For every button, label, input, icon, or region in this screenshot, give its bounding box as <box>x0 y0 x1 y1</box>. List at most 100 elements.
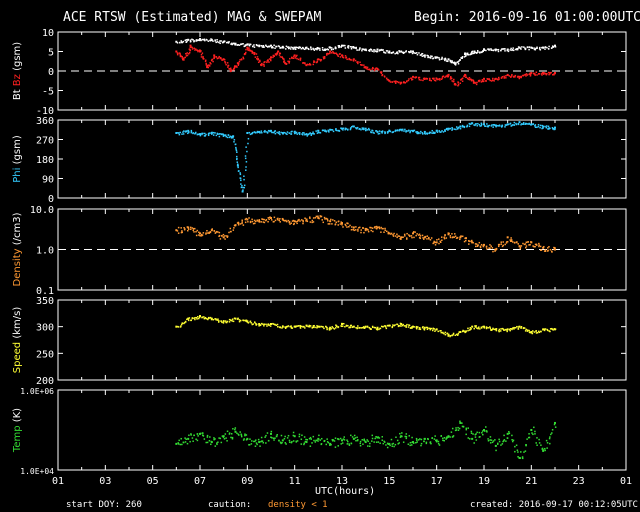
data-point-speed <box>500 328 502 330</box>
data-point-density <box>208 232 210 234</box>
data-point-mag <box>533 48 536 51</box>
data-point-temp <box>446 436 448 438</box>
data-point-mag <box>181 55 183 58</box>
data-point-mag <box>488 48 490 50</box>
data-point-temp <box>353 434 356 437</box>
data-point-density <box>483 243 485 246</box>
data-point-phi <box>175 132 178 134</box>
data-point-temp <box>232 428 234 430</box>
data-point-mag <box>526 74 529 76</box>
data-point-speed <box>224 320 227 322</box>
data-point-mag <box>207 66 209 69</box>
data-point-phi <box>490 125 493 127</box>
data-point-mag <box>490 80 493 82</box>
data-point-density <box>354 229 357 231</box>
data-point-mag <box>433 79 436 82</box>
data-point-speed <box>452 332 455 335</box>
data-point-mag <box>473 50 476 53</box>
data-point-temp <box>542 449 545 452</box>
data-point-mag <box>227 64 230 67</box>
data-point-temp <box>323 439 326 442</box>
y-axis-label-part: Phi <box>12 168 23 183</box>
data-point-mag <box>365 67 367 69</box>
data-point-mag <box>540 73 543 75</box>
data-point-temp <box>420 444 422 447</box>
data-point-phi <box>273 131 275 134</box>
data-point-temp <box>461 425 464 428</box>
data-point-phi <box>375 130 377 132</box>
data-point-temp <box>524 450 527 452</box>
data-point-temp <box>216 443 218 446</box>
data-point-mag <box>363 49 366 51</box>
data-point-temp <box>332 439 335 441</box>
data-point-temp <box>352 437 355 440</box>
data-point-temp <box>551 429 554 431</box>
data-point-mag <box>325 54 328 56</box>
data-point-speed <box>351 326 353 329</box>
data-point-temp <box>341 439 343 442</box>
data-point-temp <box>329 444 331 446</box>
data-point-mag <box>290 46 292 48</box>
data-point-density <box>186 226 189 228</box>
data-point-mag <box>394 52 396 55</box>
data-point-phi <box>207 132 210 135</box>
data-point-mag <box>347 46 349 48</box>
data-point-density <box>402 236 404 238</box>
y-axis-label-part: (/cm3) <box>12 212 23 248</box>
data-point-mag <box>524 47 526 49</box>
data-point-mag <box>274 53 277 55</box>
data-point-temp <box>348 444 351 447</box>
data-point-phi <box>202 132 204 135</box>
data-point-temp <box>313 439 315 442</box>
data-point-temp <box>514 450 516 453</box>
data-point-temp <box>254 440 256 443</box>
data-point-speed <box>345 324 348 327</box>
data-point-phi <box>307 133 310 136</box>
data-point-phi <box>182 133 185 135</box>
data-point-speed <box>536 331 539 334</box>
data-point-mag <box>533 73 535 75</box>
data-point-phi <box>486 123 488 125</box>
data-point-mag <box>191 46 193 49</box>
data-point-mag <box>344 47 347 49</box>
data-point-density <box>298 218 300 221</box>
data-point-speed <box>415 326 418 329</box>
data-point-phi <box>226 136 229 139</box>
data-point-speed <box>175 325 178 328</box>
data-point-temp <box>361 439 363 441</box>
data-point-mag <box>269 58 272 61</box>
data-point-temp <box>534 433 536 435</box>
data-point-mag <box>215 41 217 44</box>
data-point-speed <box>344 325 346 328</box>
data-point-phi <box>501 125 504 127</box>
data-point-phi <box>475 123 477 125</box>
data-point-speed <box>434 330 436 332</box>
data-point-mag <box>323 49 325 52</box>
data-point-density <box>297 219 299 221</box>
data-point-mag <box>374 68 376 71</box>
data-point-mag <box>183 57 185 59</box>
data-point-mag <box>500 48 503 50</box>
data-point-temp <box>500 444 502 446</box>
data-point-phi <box>329 129 331 131</box>
data-point-speed <box>469 328 472 331</box>
data-point-temp <box>423 438 426 440</box>
data-point-mag <box>195 40 197 42</box>
data-point-phi <box>306 135 309 137</box>
data-point-phi <box>324 129 326 131</box>
data-point-mag <box>470 79 473 82</box>
data-point-mag <box>231 43 234 45</box>
data-point-mag <box>319 49 321 51</box>
data-point-phi <box>271 131 273 134</box>
data-point-phi <box>243 186 245 189</box>
data-point-phi <box>404 128 406 131</box>
data-point-phi <box>340 127 342 129</box>
data-point-speed <box>385 327 388 330</box>
data-point-temp <box>243 438 245 440</box>
data-point-mag <box>337 45 340 47</box>
data-point-mag <box>253 44 255 46</box>
data-point-phi <box>545 125 548 127</box>
data-point-phi <box>236 158 238 161</box>
data-point-mag <box>198 39 201 42</box>
data-point-speed <box>239 319 242 322</box>
